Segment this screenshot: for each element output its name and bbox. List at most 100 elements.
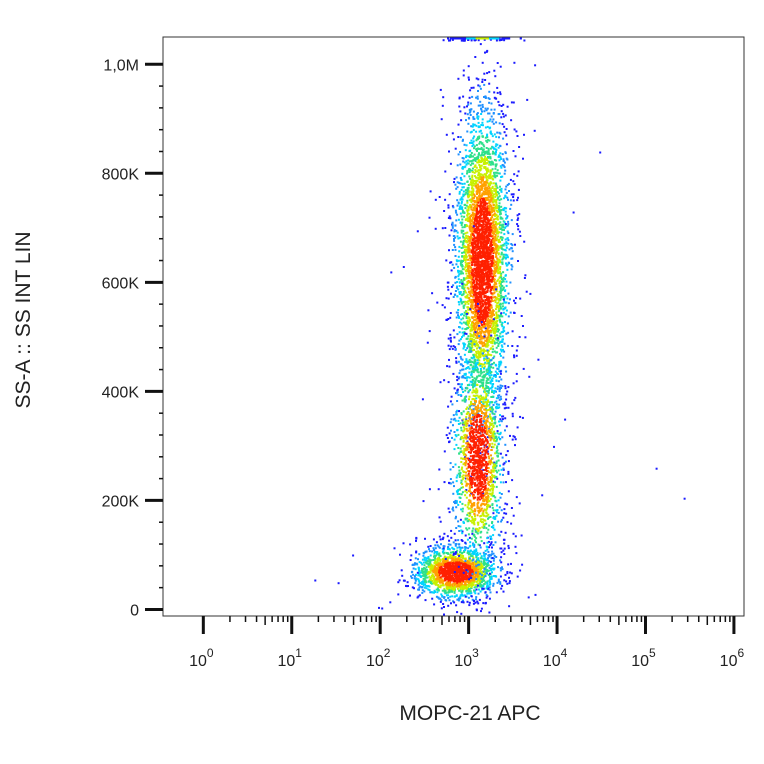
scatter-point [494, 230, 497, 233]
scatter-point [474, 584, 477, 587]
scatter-point [412, 567, 415, 570]
scatter-point [389, 601, 392, 604]
scatter-point [457, 301, 460, 303]
scatter-point [499, 567, 502, 570]
scatter-point [497, 208, 500, 211]
scatter-point [468, 457, 471, 460]
scatter-point [463, 331, 466, 334]
scatter-point [456, 333, 459, 336]
scatter-point [455, 569, 458, 572]
scatter-point [471, 203, 474, 206]
scatter-point [427, 545, 430, 548]
scatter-point [423, 579, 426, 582]
scatter-point [458, 546, 461, 549]
scatter-point [495, 311, 498, 314]
scatter-point [468, 349, 471, 352]
scatter-point [477, 259, 480, 262]
scatter-point [489, 251, 492, 254]
scatter-point [433, 552, 436, 555]
scatter-point [436, 544, 439, 547]
scatter-point [495, 556, 498, 558]
scatter-point [451, 574, 454, 577]
scatter-point [489, 147, 492, 150]
scatter-point [485, 323, 488, 326]
scatter-point [427, 570, 430, 573]
scatter-point [491, 224, 494, 227]
scatter-point [487, 149, 490, 152]
scatter-point [463, 563, 466, 566]
scatter-point [477, 371, 480, 374]
scatter-point [516, 345, 519, 348]
scatter-point [452, 578, 455, 581]
scatter-point [454, 543, 457, 546]
scatter-point [512, 382, 515, 385]
scatter-point [478, 125, 481, 128]
scatter-point [446, 588, 449, 591]
scatter-point [493, 133, 496, 136]
scatter-point [488, 555, 491, 558]
scatter-point [505, 454, 508, 457]
scatter-point [505, 370, 508, 373]
scatter-point [453, 266, 456, 269]
scatter-point [464, 578, 466, 581]
scatter-point [472, 143, 475, 146]
scatter-point [431, 591, 434, 594]
scatter-point [486, 563, 489, 566]
scatter-point [470, 307, 473, 310]
scatter-point [497, 314, 500, 317]
scatter-point [483, 301, 486, 304]
scatter-point [467, 209, 470, 212]
scatter-point [464, 587, 467, 590]
scatter-point [462, 287, 465, 290]
scatter-point [468, 108, 471, 111]
scatter-point [413, 587, 415, 590]
scatter-point [499, 354, 502, 357]
scatter-point [426, 560, 429, 563]
scatter-point [453, 238, 455, 240]
scatter-point [466, 212, 469, 215]
scatter-point [467, 267, 470, 270]
scatter-point [468, 316, 471, 319]
scatter-point [475, 550, 478, 552]
scatter-point [515, 297, 517, 300]
scatter-point [486, 242, 488, 245]
scatter-point [435, 541, 438, 544]
scatter-point [505, 225, 508, 228]
scatter-point [490, 304, 493, 307]
scatter-point [480, 142, 483, 145]
scatter-point [471, 176, 474, 179]
scatter-point [476, 209, 479, 211]
scatter-point [447, 568, 450, 571]
scatter-point [425, 562, 428, 565]
scatter-point [431, 597, 434, 600]
scatter-point [437, 589, 440, 592]
scatter-point [485, 276, 488, 279]
scatter-point [442, 573, 445, 576]
scatter-point [486, 219, 489, 222]
scatter-point [467, 159, 470, 162]
scatter-point [465, 578, 468, 581]
scatter-point [480, 217, 483, 220]
scatter-point [510, 562, 512, 565]
scatter-point [475, 280, 478, 283]
scatter-point [495, 262, 498, 265]
scatter-point [462, 575, 465, 578]
scatter-point [457, 77, 460, 80]
scatter-point [487, 151, 490, 154]
scatter-point [479, 165, 482, 168]
scatter-point [472, 117, 475, 120]
scatter-point [454, 209, 457, 212]
scatter-point [447, 297, 450, 300]
scatter-point [439, 568, 442, 571]
scatter-point [515, 130, 518, 133]
scatter-point [488, 360, 491, 363]
scatter-point [485, 247, 488, 250]
scatter-point [493, 340, 496, 343]
scatter-point [477, 561, 480, 564]
scatter-point [407, 585, 409, 587]
scatter-point [510, 572, 513, 575]
scatter-point [422, 582, 425, 585]
scatter-point [488, 163, 491, 166]
scatter-point [427, 560, 430, 563]
scatter-point [472, 583, 475, 586]
